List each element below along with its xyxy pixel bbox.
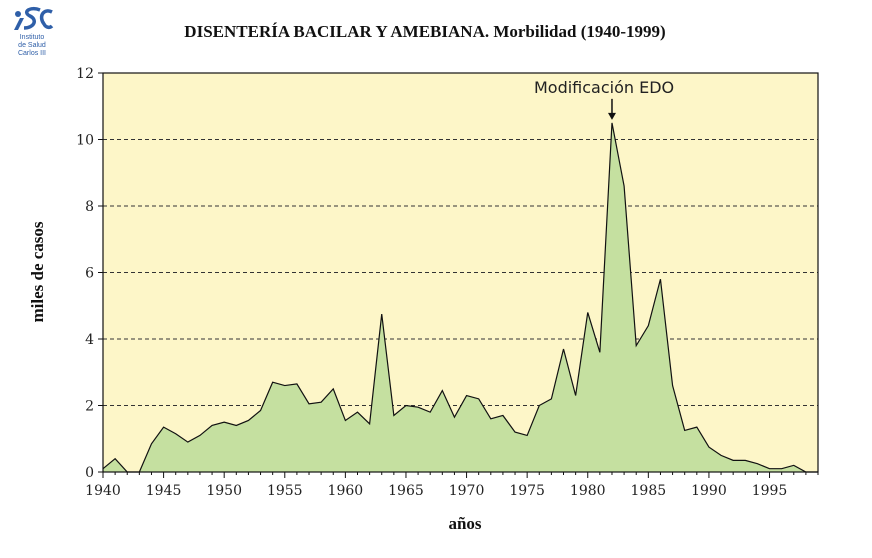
x-tick-label-1985: 1985 [631,483,667,499]
x-tick-label-1940: 1940 [85,483,121,499]
x-tick-label-1945: 1945 [146,483,182,499]
x-tick-label-1955: 1955 [267,483,303,499]
y-tick-label-8: 8 [85,199,94,215]
x-axis-label: años [448,514,482,533]
logo-line-3: Carlos III [17,50,46,57]
x-tick-label-1970: 1970 [449,483,485,499]
annotation-arrow-head [607,112,616,120]
logo-text: Instituto de Salud Carlos III [4,34,60,58]
x-tick-label-1965: 1965 [388,483,424,499]
y-tick-label-0: 0 [85,465,94,481]
institute-logo: Instituto de Salud Carlos III [4,4,60,64]
x-tick-label-1980: 1980 [570,483,606,499]
logo-line-1: Instituto [19,34,45,41]
logo-line-2: de Salud [18,42,46,49]
x-tick-label-1960: 1960 [328,483,364,499]
annotation-label: Modificación EDO [534,78,674,97]
x-tick-label-1975: 1975 [509,483,545,499]
y-tick-label-12: 12 [76,66,94,82]
y-tick-label-2: 2 [85,399,94,415]
series-line [102,122,818,473]
y-tick-label-4: 4 [85,332,94,348]
chart-title: DISENTERÍA BACILAR Y AMEBIANA. Morbilida… [184,22,666,41]
x-tick-label-1995: 1995 [752,483,788,499]
y-tick-label-10: 10 [76,133,94,149]
x-tick-label-1950: 1950 [206,483,242,499]
x-tick-label-1990: 1990 [691,483,727,499]
isc-logo-icon [14,6,54,30]
y-tick-label-6: 6 [85,266,94,282]
